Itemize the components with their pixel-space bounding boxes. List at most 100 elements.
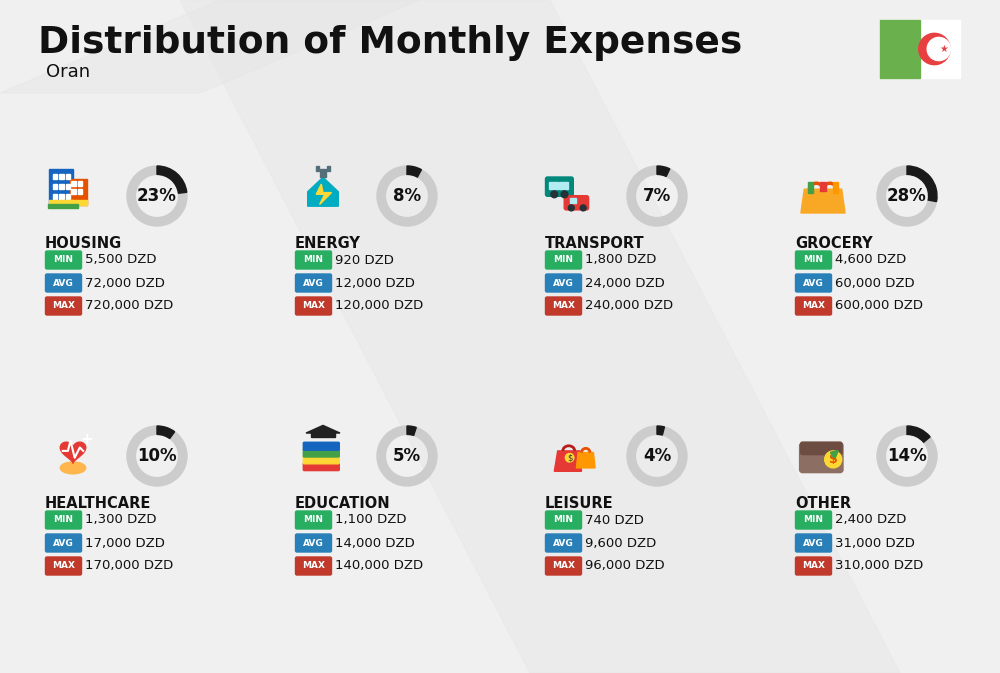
Text: 140,000 DZD: 140,000 DZD bbox=[335, 559, 423, 573]
Polygon shape bbox=[0, 0, 420, 93]
Wedge shape bbox=[627, 166, 687, 226]
Text: 1,100 DZD: 1,100 DZD bbox=[335, 513, 406, 526]
Text: HOUSING: HOUSING bbox=[45, 236, 122, 251]
Bar bbox=[559, 182, 568, 189]
FancyBboxPatch shape bbox=[46, 557, 82, 575]
FancyBboxPatch shape bbox=[46, 251, 82, 269]
Ellipse shape bbox=[60, 462, 86, 474]
FancyBboxPatch shape bbox=[546, 251, 582, 269]
FancyBboxPatch shape bbox=[546, 534, 582, 552]
Text: EDUCATION: EDUCATION bbox=[295, 496, 391, 511]
Polygon shape bbox=[60, 442, 86, 463]
FancyBboxPatch shape bbox=[296, 297, 332, 315]
Text: AVG: AVG bbox=[53, 538, 74, 548]
FancyBboxPatch shape bbox=[303, 449, 339, 457]
Text: 12,000 DZD: 12,000 DZD bbox=[335, 277, 415, 289]
Bar bbox=[880, 20, 960, 78]
Text: 28%: 28% bbox=[887, 187, 927, 205]
Text: 600,000 DZD: 600,000 DZD bbox=[835, 299, 923, 312]
Text: MIN: MIN bbox=[304, 516, 324, 524]
Wedge shape bbox=[877, 166, 937, 226]
Polygon shape bbox=[576, 453, 595, 468]
Bar bbox=[59, 174, 64, 179]
Wedge shape bbox=[377, 426, 437, 486]
Text: MIN: MIN bbox=[554, 256, 574, 264]
Text: 240,000 DZD: 240,000 DZD bbox=[585, 299, 673, 312]
FancyBboxPatch shape bbox=[296, 511, 332, 529]
Text: 23%: 23% bbox=[137, 187, 177, 205]
Text: LEISURE: LEISURE bbox=[545, 496, 614, 511]
Text: AVG: AVG bbox=[803, 538, 824, 548]
FancyBboxPatch shape bbox=[546, 274, 582, 292]
Text: 2,400 DZD: 2,400 DZD bbox=[835, 513, 906, 526]
Wedge shape bbox=[907, 166, 937, 202]
Text: 60,000 DZD: 60,000 DZD bbox=[835, 277, 915, 289]
Text: 1,300 DZD: 1,300 DZD bbox=[85, 513, 156, 526]
Bar bbox=[327, 166, 330, 170]
Polygon shape bbox=[308, 177, 338, 206]
Bar bbox=[70, 179, 87, 205]
Polygon shape bbox=[316, 184, 332, 205]
Bar bbox=[66, 174, 70, 179]
FancyBboxPatch shape bbox=[796, 511, 832, 529]
Text: Oran: Oran bbox=[46, 63, 90, 81]
Circle shape bbox=[565, 454, 574, 462]
FancyBboxPatch shape bbox=[303, 462, 339, 470]
Bar bbox=[70, 201, 87, 205]
Bar bbox=[71, 189, 76, 194]
Text: AVG: AVG bbox=[553, 279, 574, 287]
Bar bbox=[833, 182, 838, 192]
Bar bbox=[66, 184, 70, 189]
Wedge shape bbox=[907, 426, 930, 442]
Text: MIN: MIN bbox=[804, 256, 824, 264]
FancyBboxPatch shape bbox=[46, 511, 82, 529]
Text: 720,000 DZD: 720,000 DZD bbox=[85, 299, 173, 312]
Polygon shape bbox=[306, 425, 340, 433]
Text: 96,000 DZD: 96,000 DZD bbox=[585, 559, 665, 573]
Bar bbox=[820, 182, 826, 191]
Wedge shape bbox=[157, 426, 175, 439]
Text: ENERGY: ENERGY bbox=[295, 236, 361, 251]
Bar bbox=[59, 194, 64, 199]
Bar bbox=[549, 182, 558, 189]
Text: 310,000 DZD: 310,000 DZD bbox=[835, 559, 923, 573]
Text: MAX: MAX bbox=[802, 561, 825, 571]
FancyBboxPatch shape bbox=[546, 557, 582, 575]
Text: 5%: 5% bbox=[393, 447, 421, 465]
FancyBboxPatch shape bbox=[564, 196, 589, 210]
Bar bbox=[66, 194, 70, 199]
Text: ★: ★ bbox=[940, 44, 948, 54]
Text: 4%: 4% bbox=[643, 447, 671, 465]
Bar bbox=[78, 180, 82, 186]
Circle shape bbox=[551, 191, 558, 198]
Text: TRANSPORT: TRANSPORT bbox=[545, 236, 645, 251]
Text: 10%: 10% bbox=[137, 447, 177, 465]
FancyBboxPatch shape bbox=[296, 557, 332, 575]
Text: MIN: MIN bbox=[54, 256, 74, 264]
Bar bbox=[49, 201, 73, 205]
Text: $: $ bbox=[567, 453, 572, 462]
Bar bbox=[48, 204, 78, 208]
Circle shape bbox=[580, 205, 586, 211]
Text: AVG: AVG bbox=[553, 538, 574, 548]
Text: 1,800 DZD: 1,800 DZD bbox=[585, 254, 656, 267]
Text: 740 DZD: 740 DZD bbox=[585, 513, 644, 526]
Circle shape bbox=[927, 38, 950, 61]
Text: 14%: 14% bbox=[887, 447, 927, 465]
Text: Distribution of Monthly Expenses: Distribution of Monthly Expenses bbox=[38, 25, 742, 61]
Bar bbox=[53, 174, 57, 179]
Text: 920 DZD: 920 DZD bbox=[335, 254, 394, 267]
Text: 5,500 DZD: 5,500 DZD bbox=[85, 254, 156, 267]
Bar bbox=[71, 180, 76, 186]
Text: HEALTHCARE: HEALTHCARE bbox=[45, 496, 151, 511]
Text: 9,600 DZD: 9,600 DZD bbox=[585, 536, 656, 549]
Text: AVG: AVG bbox=[53, 279, 74, 287]
Wedge shape bbox=[627, 426, 687, 486]
Text: 4,600 DZD: 4,600 DZD bbox=[835, 254, 906, 267]
Bar bbox=[59, 184, 64, 189]
Wedge shape bbox=[407, 426, 416, 435]
Bar bbox=[320, 169, 326, 177]
FancyBboxPatch shape bbox=[296, 534, 332, 552]
FancyBboxPatch shape bbox=[303, 442, 339, 450]
Text: MAX: MAX bbox=[552, 302, 575, 310]
